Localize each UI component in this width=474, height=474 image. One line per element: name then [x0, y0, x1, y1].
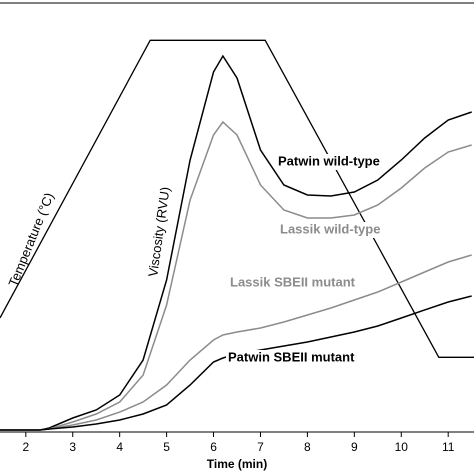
x-tick-label: 8	[304, 440, 311, 454]
label-background	[278, 222, 383, 238]
series-label: Lassik SBEII mutant	[230, 274, 356, 289]
x-tick-label: 2	[22, 440, 29, 454]
label-background	[228, 275, 357, 291]
y2-axis-label: Temperature (°C)	[5, 191, 56, 289]
label-background	[276, 154, 382, 170]
x-tick-label: 10	[395, 440, 409, 454]
series-label: Patwin wild-type	[278, 153, 380, 168]
x-axis-label: Time (min)	[207, 457, 267, 471]
x-tick-label: 6	[210, 440, 217, 454]
y-axis-label: Viscosity (RVU)	[145, 186, 172, 278]
viscosity-line	[0, 254, 472, 431]
x-tick-label: 7	[257, 440, 264, 454]
viscosity-line	[0, 120, 472, 431]
x-tick-label: 3	[69, 440, 76, 454]
label-background	[226, 350, 357, 366]
x-tick-label: 5	[163, 440, 170, 454]
temperature-line	[0, 39, 474, 358]
x-tick-label: 9	[351, 440, 358, 454]
x-tick-label: 11	[442, 440, 455, 454]
x-tick-label: 4	[116, 440, 123, 454]
series-label: Patwin SBEII mutant	[228, 349, 355, 364]
series-label: Lassik wild-type	[280, 221, 380, 236]
viscosity-line	[0, 295, 472, 431]
viscosity-line	[0, 54, 472, 431]
